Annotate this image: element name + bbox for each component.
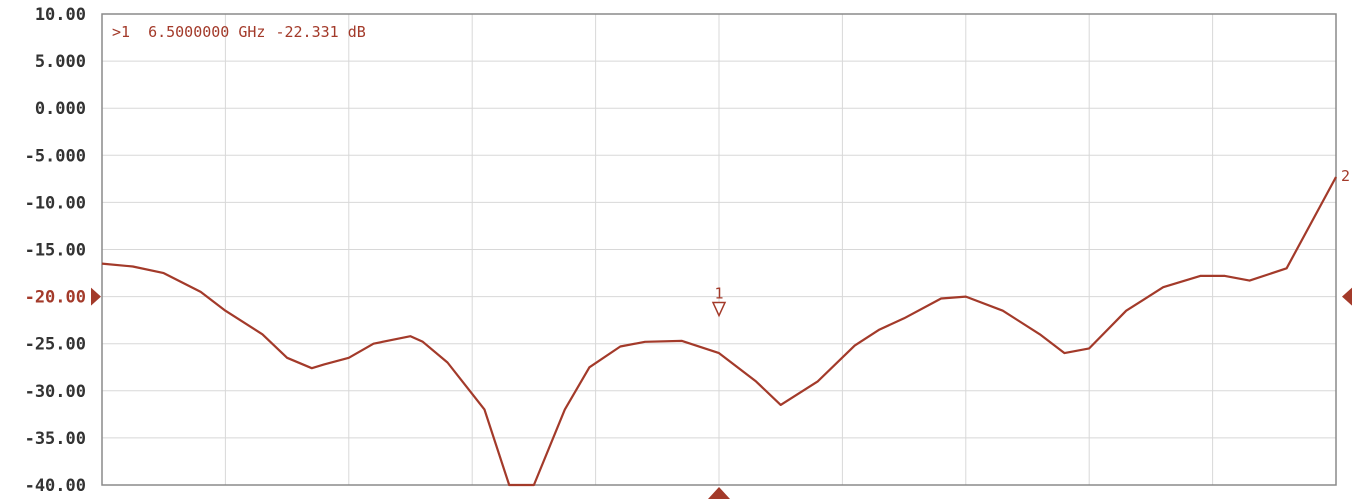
marker-2-label: 2 bbox=[1341, 167, 1350, 185]
y-axis-labels: 10.00 5.000 0.000 -5.000 -10.00 -15.00 -20.00 -… bbox=[25, 5, 86, 496]
y-tick-label: -20.00 bbox=[25, 288, 86, 308]
marker-readout: >1 6.5000000 GHz -22.331 dB bbox=[112, 23, 366, 41]
y-tick-label: -35.00 bbox=[25, 429, 86, 449]
y-tick-label: -40.00 bbox=[25, 476, 86, 496]
reference-level-right-arrow[interactable] bbox=[1342, 287, 1352, 306]
y-tick-label: 10.00 bbox=[35, 5, 86, 25]
readout-frequency: 6.5000000 GHz bbox=[148, 23, 265, 41]
readout-active-prefix: >1 bbox=[112, 23, 130, 41]
readout-value: -22.331 dB bbox=[275, 23, 365, 41]
y-tick-label: -25.00 bbox=[25, 335, 86, 355]
y-tick-label: 0.000 bbox=[35, 99, 86, 119]
y-tick-label: -5.000 bbox=[25, 146, 86, 166]
y-tick-label: 5.000 bbox=[35, 52, 86, 72]
stimulus-indicator[interactable] bbox=[708, 487, 730, 499]
y-tick-label: -15.00 bbox=[25, 241, 86, 261]
marker-1-triangle[interactable] bbox=[711, 301, 727, 318]
reference-level-left-arrow[interactable] bbox=[91, 287, 101, 306]
grid bbox=[102, 14, 1336, 485]
y-tick-label: -30.00 bbox=[25, 382, 86, 402]
y-tick-label: -10.00 bbox=[25, 193, 86, 213]
reference-indicators bbox=[91, 287, 1352, 499]
markers: 12 bbox=[711, 167, 1350, 318]
marker-1-label: 1 bbox=[714, 285, 723, 303]
trace-line bbox=[101, 176, 1337, 487]
plot-frame bbox=[101, 13, 1337, 486]
